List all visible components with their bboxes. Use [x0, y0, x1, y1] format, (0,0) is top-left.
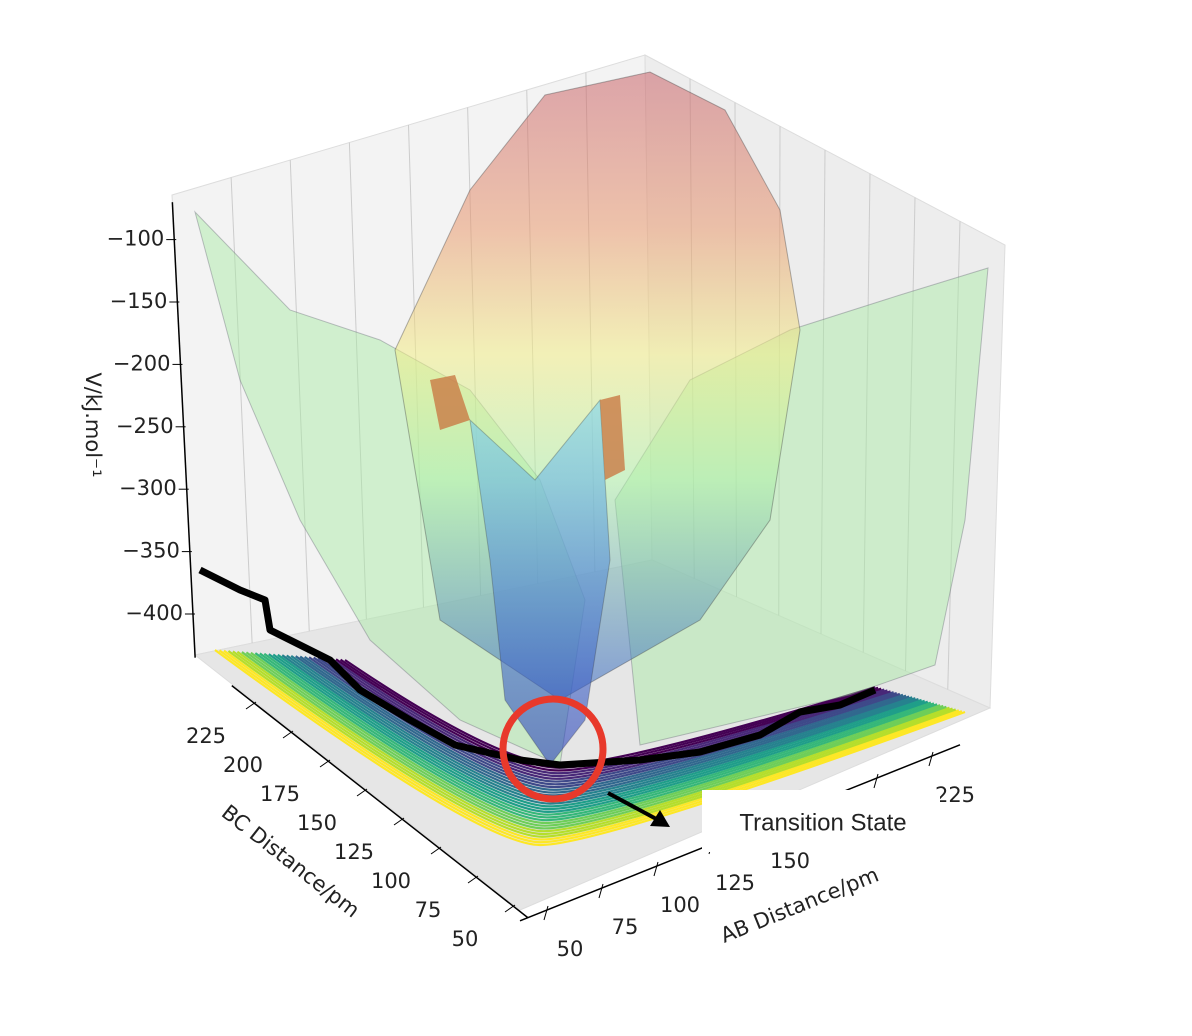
pane-grid [230, 177, 253, 644]
contour [326, 657, 888, 778]
contour [268, 653, 929, 813]
pane-grid [947, 221, 961, 690]
contour [259, 652, 935, 819]
ridge [600, 395, 625, 480]
ridge [430, 375, 470, 430]
ab-tick [543, 905, 549, 921]
contour [277, 653, 922, 808]
z-axis [171, 202, 196, 658]
highlight-circle [499, 695, 607, 803]
contour [304, 655, 904, 791]
z-tick-label: −350 [122, 539, 180, 563]
z-tick-label: −300 [119, 476, 177, 500]
annotation: Transition State [739, 809, 906, 836]
contour [299, 655, 907, 794]
ab-tick-label: 125 [715, 871, 755, 895]
ab-tick [873, 773, 879, 789]
contour [295, 655, 910, 797]
trajectory [198, 566, 877, 769]
ab-tick-label: 225 [935, 783, 975, 807]
bc-tick-label: 150 [297, 811, 337, 835]
bc-tick [467, 875, 479, 884]
ab-tick-label: 75 [612, 915, 639, 939]
pane-grid [820, 149, 826, 635]
ab-tick-label: 100 [660, 893, 700, 917]
contour [223, 649, 960, 841]
bc-tick [319, 759, 331, 768]
annotation-box [702, 790, 940, 852]
z-tick-label: −150 [110, 289, 168, 313]
ab-tick-label: 150 [770, 849, 810, 873]
bc-tick-label: 200 [223, 753, 263, 777]
bc-tick [282, 730, 294, 739]
bc-axis [231, 685, 529, 919]
arrow [607, 791, 661, 823]
contour [263, 652, 932, 816]
contour [281, 654, 919, 805]
contour [250, 651, 941, 825]
z-tick-label: −200 [113, 351, 171, 375]
contour [272, 653, 926, 811]
pane-grid [862, 173, 871, 653]
contour [227, 650, 957, 838]
contour [335, 658, 882, 772]
pane-grid [905, 197, 916, 672]
ab-tick-label: 50 [557, 937, 584, 961]
contour [218, 649, 963, 844]
contour [241, 651, 947, 830]
valley [469, 398, 611, 766]
bc-tick [356, 788, 368, 797]
contour [254, 652, 938, 822]
contour [236, 650, 950, 833]
contour [245, 651, 944, 827]
z-tick-label: −400 [125, 601, 183, 625]
bc-tick-label: 75 [415, 898, 442, 922]
ab-tick [653, 861, 659, 877]
bc-tick [504, 904, 516, 913]
contour [232, 650, 953, 836]
bc-tick-label: 50 [452, 927, 479, 951]
contour [330, 658, 885, 775]
arrow-head [650, 810, 670, 827]
bc-tick [393, 817, 405, 826]
ab-tick [598, 883, 604, 899]
ab-tick [928, 751, 934, 767]
surface [194, 71, 989, 766]
bc-tick-label: 125 [334, 840, 374, 864]
bc-tick [430, 846, 442, 855]
bc-tick-label: 100 [371, 869, 411, 893]
bc-tick-label: 225 [186, 724, 226, 748]
z-tick-label: −100 [107, 227, 165, 251]
z-tick-label: −250 [116, 414, 174, 438]
pane-grid [289, 159, 310, 632]
z-axis-label: V/kJ.mol⁻¹ [81, 372, 105, 477]
pane-grid [348, 142, 367, 620]
bc-tick-label: 175 [260, 782, 300, 806]
contour [214, 649, 966, 847]
bc-tick [245, 701, 257, 710]
